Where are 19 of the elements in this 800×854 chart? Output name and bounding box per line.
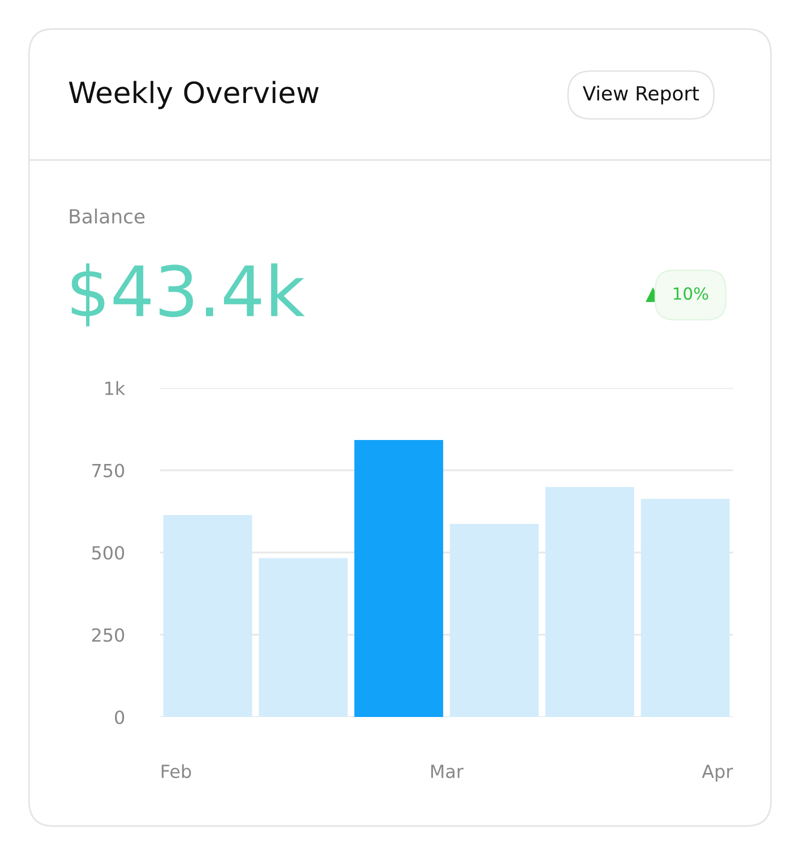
bar xyxy=(450,524,539,717)
bar xyxy=(258,558,348,717)
text: $43.4k xyxy=(72,263,305,326)
y-tick-label: 500 xyxy=(92,546,124,560)
y-tick-label: 250 xyxy=(92,628,124,642)
y-tick-label: 1k xyxy=(105,381,126,395)
bar xyxy=(640,498,730,717)
text: Apr xyxy=(702,764,733,782)
text: View Report xyxy=(582,86,699,104)
text: Balance xyxy=(70,208,145,224)
chart-title: Weekly Overview xyxy=(68,80,319,110)
text: 10% xyxy=(674,287,708,300)
text: Feb xyxy=(162,764,191,778)
y-tick-label: 0 xyxy=(114,710,124,724)
bar xyxy=(163,514,252,717)
bar xyxy=(545,487,634,717)
bar xyxy=(354,440,444,717)
text: Mar xyxy=(431,764,464,778)
y-tick-label: 750 xyxy=(92,464,124,478)
